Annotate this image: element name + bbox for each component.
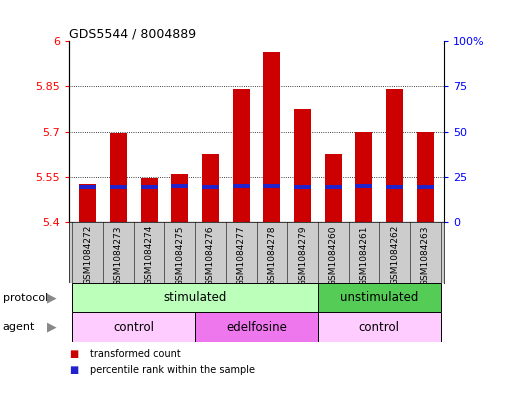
Bar	[233, 90, 250, 222]
Text: GSM1084275: GSM1084275	[175, 225, 184, 286]
Bar	[110, 185, 127, 189]
Text: edelfosine: edelfosine	[226, 321, 287, 334]
Bar	[325, 185, 342, 189]
Text: GSM1084260: GSM1084260	[329, 225, 338, 286]
Text: GSM1084274: GSM1084274	[145, 225, 153, 285]
Text: unstimulated: unstimulated	[340, 291, 419, 304]
Text: stimulated: stimulated	[164, 291, 227, 304]
Bar	[110, 133, 127, 222]
Bar	[263, 52, 280, 222]
Text: ▶: ▶	[47, 291, 57, 304]
Bar	[79, 185, 96, 189]
Bar	[356, 132, 372, 222]
Text: agent: agent	[3, 322, 35, 332]
Text: GSM1084262: GSM1084262	[390, 225, 399, 285]
Bar	[202, 154, 219, 222]
Text: ▶: ▶	[47, 321, 57, 334]
Bar	[318, 312, 441, 342]
Text: control: control	[359, 321, 400, 334]
Bar	[171, 174, 188, 222]
Text: GSM1084272: GSM1084272	[83, 225, 92, 285]
Bar	[79, 184, 96, 222]
Bar	[294, 109, 311, 222]
Bar	[263, 184, 280, 188]
Bar	[294, 185, 311, 189]
Text: GSM1084261: GSM1084261	[360, 225, 368, 286]
Bar	[233, 184, 250, 188]
Bar	[72, 283, 318, 312]
Text: GSM1084278: GSM1084278	[267, 225, 277, 286]
Text: GSM1084276: GSM1084276	[206, 225, 215, 286]
Text: transformed count: transformed count	[90, 349, 181, 359]
Text: ■: ■	[69, 365, 78, 375]
Text: control: control	[113, 321, 154, 334]
Bar	[72, 312, 195, 342]
Text: GDS5544 / 8004889: GDS5544 / 8004889	[69, 27, 196, 40]
Text: ■: ■	[69, 349, 78, 359]
Bar	[141, 185, 157, 189]
Bar	[386, 185, 403, 189]
Bar	[202, 185, 219, 189]
Text: protocol: protocol	[3, 293, 48, 303]
Text: GSM1084273: GSM1084273	[114, 225, 123, 286]
Text: GSM1084277: GSM1084277	[236, 225, 246, 286]
Bar	[318, 283, 441, 312]
Bar	[417, 185, 434, 189]
Bar	[356, 184, 372, 188]
Bar	[386, 90, 403, 222]
Bar	[141, 178, 157, 222]
Bar	[325, 154, 342, 222]
Text: GSM1084279: GSM1084279	[298, 225, 307, 286]
Bar	[417, 132, 434, 222]
Bar	[195, 312, 318, 342]
Text: GSM1084263: GSM1084263	[421, 225, 430, 286]
Text: percentile rank within the sample: percentile rank within the sample	[90, 365, 255, 375]
Bar	[171, 184, 188, 188]
